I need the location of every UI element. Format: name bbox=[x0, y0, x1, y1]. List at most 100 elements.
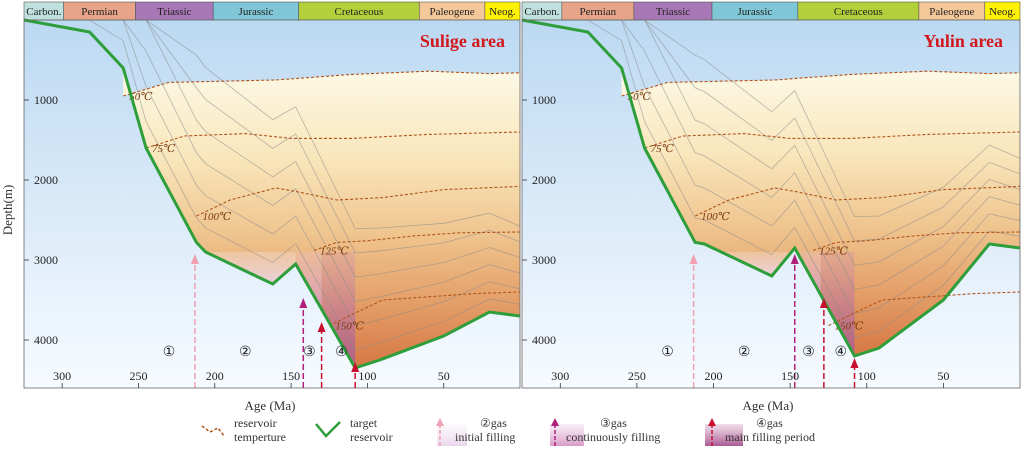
temperature-zone bbox=[621, 68, 1020, 356]
event-marker: ① bbox=[163, 345, 176, 360]
isotherm-label: 125℃ bbox=[320, 245, 350, 257]
period-label: Triassic bbox=[656, 6, 691, 18]
x-tick-label: 100 bbox=[358, 369, 376, 383]
x-tick-label: 300 bbox=[53, 369, 71, 383]
period-label: Permian bbox=[81, 6, 118, 18]
period-label: Cretaceous bbox=[335, 6, 384, 18]
x-tick-label: 150 bbox=[282, 369, 300, 383]
gas-filling-arrowhead bbox=[850, 358, 859, 368]
period-label: Jurassic bbox=[737, 6, 772, 18]
x-tick-label: 150 bbox=[781, 369, 799, 383]
isotherm-label: 100℃ bbox=[701, 211, 731, 223]
y-axis: 1000 2000 3000 4000 bbox=[24, 93, 58, 347]
legend-temperature-line-icon bbox=[201, 425, 225, 437]
isotherm-line bbox=[328, 291, 521, 327]
period-label: Cretaceous bbox=[834, 6, 883, 18]
isotherm-line bbox=[812, 231, 1021, 251]
x-tick-label: 250 bbox=[628, 369, 646, 383]
legend-initial-filling-swatch bbox=[437, 424, 467, 446]
y-tick-label: 3000 bbox=[34, 253, 58, 267]
event-marker: ④ bbox=[335, 345, 348, 360]
gas-filling-window bbox=[194, 252, 296, 283]
gas-filling-arrowhead bbox=[819, 298, 828, 308]
y-tick-label: 4000 bbox=[532, 333, 556, 347]
y-tick-label: 2000 bbox=[532, 173, 556, 187]
isotherm-line bbox=[694, 185, 1021, 217]
period-label: Permian bbox=[580, 6, 617, 18]
legend-reservoir-line-icon bbox=[315, 421, 341, 438]
y-tick-label: 4000 bbox=[34, 333, 58, 347]
event-marker: ④ bbox=[834, 345, 847, 360]
gas-filling-arrowhead bbox=[317, 322, 326, 332]
isotherm-line bbox=[196, 185, 521, 217]
panel-title: Sulige area bbox=[420, 31, 505, 51]
isotherm-label: 125℃ bbox=[819, 245, 849, 257]
y-axis-label: Depth(m) bbox=[0, 185, 15, 236]
period-label: Neog. bbox=[989, 6, 1016, 18]
geologic-period-bar: Carbon. Permian Triassic Jurassic Cretaceous… bbox=[521, 1, 1021, 21]
gas-filling-arrowhead bbox=[790, 254, 799, 264]
isotherm-line bbox=[621, 70, 1021, 97]
gas-filling-window bbox=[693, 252, 795, 275]
geologic-period-bar: Carbon. Permian Triassic Jurassic Cretaceous… bbox=[23, 1, 521, 21]
legend-reservoir-label: target reservoir bbox=[350, 416, 393, 444]
y-tick-label: 1000 bbox=[532, 93, 556, 107]
legend-continuous-filling-arrowhead-icon bbox=[551, 418, 559, 426]
period-label: Triassic bbox=[157, 6, 192, 18]
isotherm-label: 100℃ bbox=[202, 211, 232, 223]
sulige-panel: Carbon. Permian Triassic Jurassic Cretaceous… bbox=[0, 1, 521, 413]
legend: reservoir temperture target reservoir ②gas… bbox=[201, 416, 815, 446]
x-tick-label: 300 bbox=[551, 369, 569, 383]
isotherm-line bbox=[145, 131, 521, 149]
x-axis-label: Age (Ma) bbox=[743, 398, 794, 413]
legend-main-filling-arrowhead-icon bbox=[708, 418, 716, 426]
gas-filling-arrowhead bbox=[351, 362, 360, 372]
isotherm-label: 75℃ bbox=[651, 143, 675, 155]
period-label: Carbon. bbox=[524, 6, 559, 18]
legend-initial-filling-label: ②gas initial filling bbox=[455, 416, 515, 444]
x-axis: 300 250 200 150 100 50 bbox=[551, 369, 949, 388]
x-tick-label: 50 bbox=[438, 369, 450, 383]
isotherm-label: 150℃ bbox=[834, 321, 864, 333]
period-label: Paleogene bbox=[429, 6, 474, 18]
period-label: Neog. bbox=[489, 6, 516, 18]
isotherm-line bbox=[313, 231, 521, 251]
plot-area: 50℃ 75℃ 100℃ 125℃ 150℃ ① ② ③ ④ bbox=[521, 18, 1021, 389]
gas-filling-window bbox=[820, 252, 855, 356]
legend-main-filling-swatch bbox=[705, 424, 743, 446]
event-marker: ② bbox=[738, 345, 751, 360]
legend-continuous-filling-swatch bbox=[550, 424, 584, 446]
isotherm-line bbox=[644, 131, 1021, 149]
y-tick-label: 3000 bbox=[532, 253, 556, 267]
plot-frame bbox=[521, 19, 1021, 389]
x-tick-label: 200 bbox=[705, 369, 723, 383]
legend-initial-filling-arrowhead-icon bbox=[436, 418, 444, 426]
x-axis-label: Age (Ma) bbox=[245, 398, 296, 413]
event-marker: ③ bbox=[303, 345, 316, 360]
legend-main-filling-label: ④gas main filling period bbox=[725, 416, 815, 444]
y-axis: 1000 2000 3000 4000 bbox=[522, 93, 556, 347]
target-reservoir-line bbox=[23, 18, 521, 370]
yulin-panel: Carbon. Permian Triassic Jurassic Cretaceous… bbox=[521, 1, 1021, 413]
plot-frame bbox=[23, 19, 521, 389]
period-label: Carbon. bbox=[26, 6, 61, 18]
event-marker: ② bbox=[239, 345, 252, 360]
x-tick-label: 250 bbox=[129, 369, 147, 383]
y-tick-label: 2000 bbox=[34, 173, 58, 187]
gas-filling-arrowhead bbox=[299, 298, 308, 308]
isotherm-label: 75℃ bbox=[152, 143, 176, 155]
panel-title: Yulin area bbox=[923, 31, 1003, 51]
isotherm-line bbox=[828, 291, 1021, 327]
x-tick-label: 50 bbox=[937, 369, 949, 383]
gas-filling-window bbox=[321, 252, 356, 368]
isotherm-line bbox=[123, 70, 521, 97]
plot-area: 50℃ 75℃ 100℃ 125℃ 150℃ ① ② ③ ④ bbox=[23, 18, 521, 389]
period-label: Paleogene bbox=[929, 6, 974, 18]
x-tick-label: 100 bbox=[858, 369, 876, 383]
event-marker: ① bbox=[661, 345, 674, 360]
target-reservoir-line bbox=[521, 18, 1021, 358]
y-tick-label: 1000 bbox=[34, 93, 58, 107]
event-marker: ③ bbox=[802, 345, 815, 360]
strata-burial-line bbox=[522, 19, 1021, 339]
